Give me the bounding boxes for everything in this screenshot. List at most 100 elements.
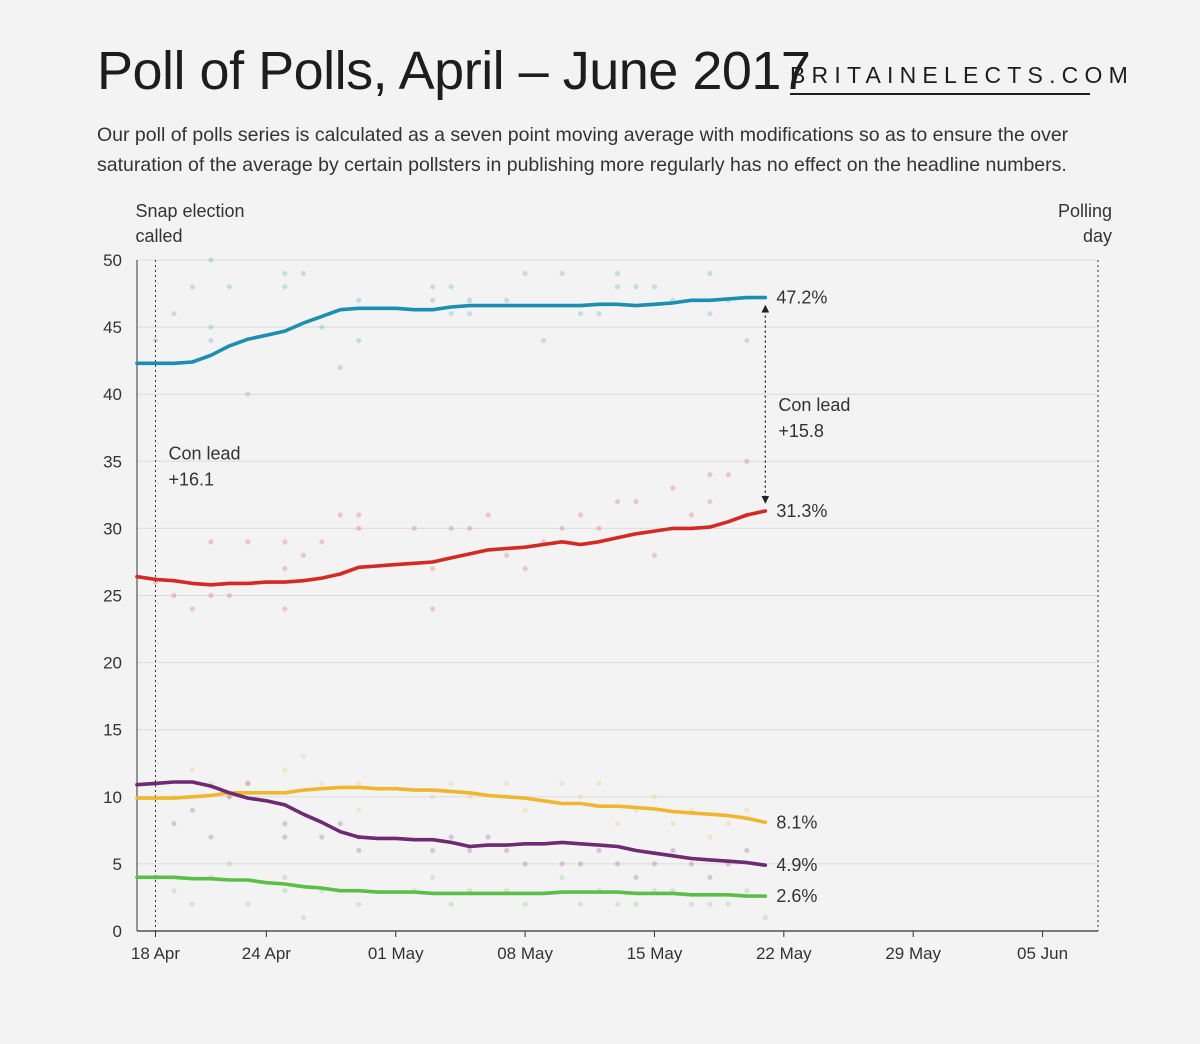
poll-dot [189, 284, 196, 290]
lead-annotation: Con lead [168, 443, 240, 463]
poll-dot [245, 780, 251, 786]
y-tick-label: 5 [113, 855, 122, 874]
poll-dot [337, 364, 343, 370]
poll-dot [614, 270, 621, 277]
poll-dot [356, 901, 362, 907]
end-value-label: 47.2% [776, 288, 827, 308]
poll-dot [762, 914, 768, 921]
poll-dot [707, 901, 713, 907]
poll-dot [356, 297, 362, 303]
poll-dot [485, 834, 491, 840]
marker-label: Polling [1058, 201, 1112, 221]
poll-dot [707, 498, 713, 505]
poll-dot [614, 901, 621, 907]
chart-description: Our poll of polls series is calculated a… [97, 124, 1069, 176]
series-line [135, 785, 768, 825]
poll-dot [448, 284, 454, 290]
poll-dot [744, 847, 750, 854]
poll-dot [707, 834, 713, 840]
poll-dot [744, 337, 750, 344]
poll-dot [577, 311, 584, 317]
poll-dot [282, 834, 288, 840]
poll-dot [319, 539, 325, 545]
poll-dot [522, 566, 528, 572]
poll-dot [688, 512, 695, 518]
poll-dot [633, 901, 639, 907]
poll-dot [744, 807, 750, 813]
poll-dot [707, 472, 713, 478]
poll-dot [651, 861, 658, 867]
poll-dot [282, 888, 288, 894]
marker-label: called [135, 226, 182, 246]
poll-dot [430, 794, 436, 800]
y-gridlines [137, 259, 1098, 865]
series-line [135, 295, 768, 366]
poll-dot [448, 834, 454, 840]
poll-dot [189, 901, 196, 907]
poll-dot [540, 337, 547, 344]
poll-dot [448, 525, 454, 532]
marker-label: Snap election [135, 201, 244, 221]
poll-dot [467, 794, 473, 800]
poll-dot [707, 311, 713, 317]
y-tick-label: 40 [103, 385, 122, 404]
average-lines [135, 295, 768, 898]
poll-dot [577, 794, 584, 800]
poll-dot [319, 780, 325, 786]
poll-dot [725, 901, 731, 907]
poll-dot [633, 498, 639, 505]
poll-dot [356, 337, 362, 344]
poll-dot [208, 337, 214, 344]
poll-dot [189, 767, 196, 773]
lead-annotation: +15.8 [778, 421, 824, 441]
poll-dot [467, 847, 473, 854]
poll-dot [725, 472, 731, 478]
poll-dot [430, 284, 436, 290]
poll-dot [226, 861, 233, 867]
poll-dot [577, 512, 584, 518]
poll-dot [559, 861, 565, 867]
x-tick-label: 01 May [368, 944, 424, 963]
poll-dot [688, 861, 695, 867]
poll-dot [448, 311, 454, 317]
poll-dot [171, 888, 177, 894]
poll-dot [208, 834, 214, 840]
poll-dot [356, 780, 362, 786]
poll-dot [670, 821, 676, 827]
end-value-label: 8.1% [776, 812, 817, 832]
poll-dot [226, 284, 233, 290]
poll-dot [614, 821, 621, 827]
y-tick-label: 15 [103, 721, 122, 740]
marker-label: day [1083, 226, 1112, 246]
poll-dot [707, 270, 713, 277]
poll-dot [300, 270, 306, 277]
poll-dot [577, 861, 584, 867]
series-line [135, 875, 768, 898]
x-tick-label: 15 May [627, 944, 683, 963]
poll-dot [559, 525, 565, 532]
poll-dot [633, 874, 639, 880]
brand-logo[interactable]: BRITAINELECTS.COM [790, 62, 1128, 95]
poll-dot [411, 525, 417, 532]
x-tick-label: 22 May [756, 944, 812, 963]
poll-dot [688, 901, 695, 907]
poll-dot [208, 539, 214, 545]
lead-annotation: Con lead [778, 395, 850, 415]
x-tick-label: 29 May [885, 944, 941, 963]
poll-dot [319, 834, 325, 840]
poll-dot [522, 901, 528, 907]
poll-dot [208, 592, 214, 599]
series-line [135, 509, 768, 587]
poll-dot [282, 606, 288, 612]
y-tick-label: 25 [103, 587, 122, 606]
poll-dot [226, 592, 233, 599]
poll-dot [577, 901, 584, 907]
poll-dot [596, 847, 602, 854]
end-value-label: 4.9% [776, 855, 817, 875]
poll-dot [614, 284, 621, 290]
poll-dot [430, 874, 436, 880]
poll-dot [522, 861, 528, 867]
poll-dot [504, 780, 510, 786]
y-tick-label: 45 [103, 318, 122, 337]
poll-dot [725, 821, 731, 827]
